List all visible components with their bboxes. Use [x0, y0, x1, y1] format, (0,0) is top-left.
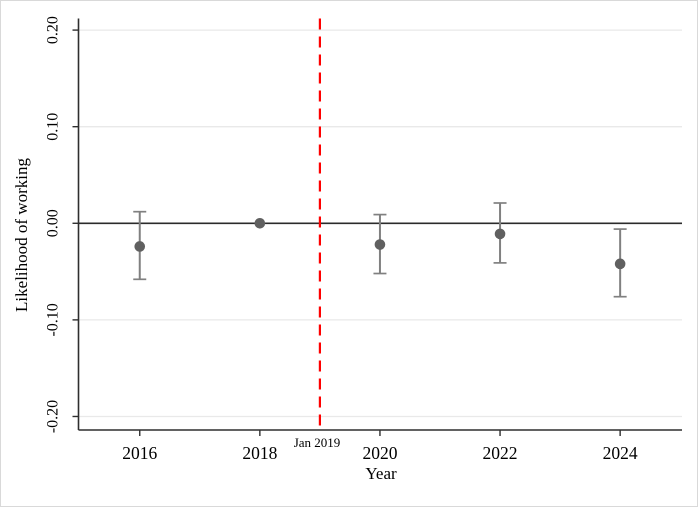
y-tick-label: 0.00: [45, 209, 62, 237]
x-axis-title: Year: [365, 464, 397, 483]
estimate-marker: [254, 217, 266, 229]
x-tick-label: 2020: [362, 443, 397, 463]
y-tick-label: 0.10: [45, 113, 62, 141]
estimate-marker: [494, 228, 506, 240]
y-tick-label: -0.20: [45, 400, 62, 433]
estimate-marker: [374, 239, 386, 250]
y-tick-label: 0.20: [45, 16, 62, 44]
estimate-marker: [134, 241, 146, 252]
reference-line-label: Jan 2019: [293, 435, 341, 450]
estimate-marker: [614, 258, 626, 270]
x-tick-label: 2022: [483, 443, 518, 463]
y-tick-label: -0.10: [45, 303, 62, 336]
x-tick-label: 2024: [603, 443, 638, 463]
x-tick-label: 2018: [242, 443, 277, 463]
x-tick-label: 2016: [122, 443, 157, 463]
y-axis-title: Likelihood of working: [12, 158, 31, 312]
